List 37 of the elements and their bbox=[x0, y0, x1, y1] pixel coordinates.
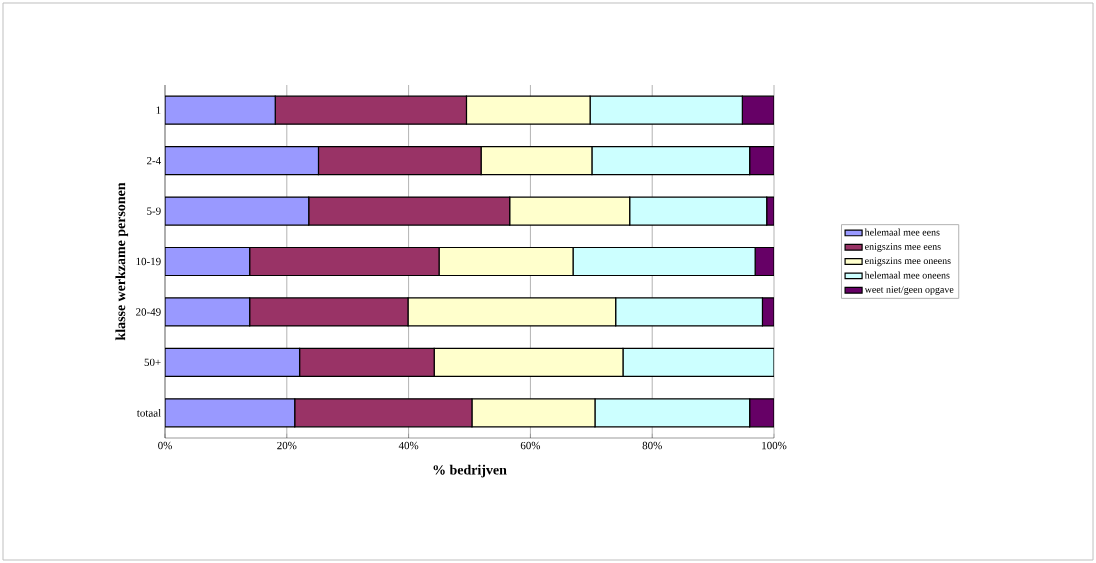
legend-label: helemaal mee oneens bbox=[864, 271, 950, 279]
bar bbox=[165, 297, 251, 327]
bar bbox=[594, 398, 751, 428]
bar bbox=[165, 398, 296, 428]
y-tick-label: 50+ bbox=[144, 358, 161, 367]
y-tick-label: 1 bbox=[156, 106, 161, 114]
x-tick-label: 80% bbox=[642, 441, 662, 450]
x-tick-label: 20% bbox=[277, 441, 297, 450]
x-axis-title: % bedrijven bbox=[433, 464, 507, 478]
bar bbox=[615, 297, 764, 327]
x-tick-label: 40% bbox=[398, 441, 419, 450]
y-tick-label: 5-9 bbox=[147, 207, 161, 215]
y-tick-label: totaal bbox=[136, 408, 161, 417]
y-tick-label: 10-19 bbox=[136, 257, 161, 266]
y-axis-title: klasse werkzame personen bbox=[115, 182, 129, 341]
bar bbox=[749, 146, 775, 176]
bar bbox=[741, 95, 775, 125]
legend-label: enigszins mee eens bbox=[865, 243, 941, 252]
legend-label: helemaal mee eens bbox=[864, 228, 940, 236]
x-tick-label: 60% bbox=[520, 441, 541, 450]
y-tick-label: 2-4 bbox=[147, 157, 161, 165]
bar bbox=[165, 246, 251, 277]
legend-label: enigszins mee oneens bbox=[865, 257, 951, 267]
bar bbox=[591, 146, 751, 176]
bar bbox=[165, 95, 276, 125]
bar bbox=[622, 347, 775, 377]
y-tick-label: 20-49 bbox=[136, 308, 161, 316]
bar bbox=[165, 347, 301, 377]
x-tick-label: 100% bbox=[762, 441, 787, 450]
bar bbox=[749, 398, 775, 428]
bar bbox=[572, 246, 756, 277]
bar bbox=[165, 146, 320, 176]
x-tick-label: 0% bbox=[158, 441, 172, 450]
bar bbox=[165, 196, 310, 226]
bar bbox=[589, 95, 743, 125]
bar bbox=[629, 196, 768, 226]
legend-label: weet niet/geen opgave bbox=[864, 286, 954, 295]
